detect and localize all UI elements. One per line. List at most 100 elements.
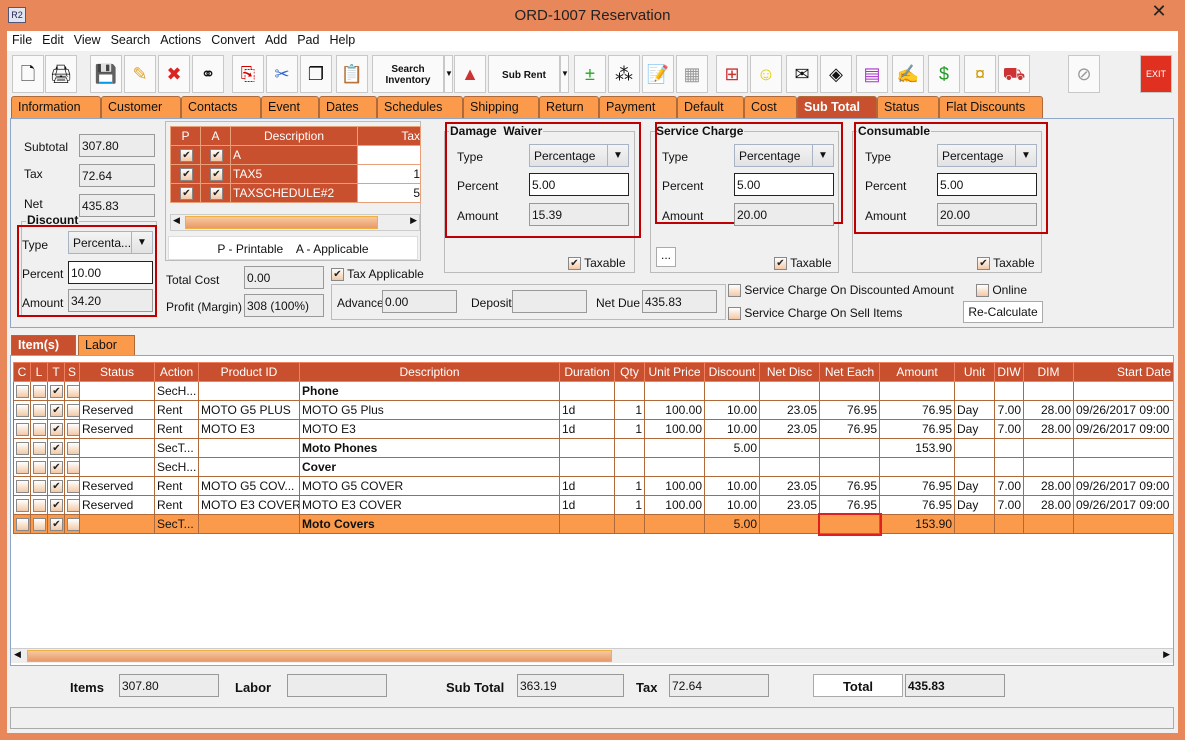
row-checkbox-l[interactable] — [30, 495, 48, 515]
cell-unit[interactable]: Day — [954, 400, 995, 420]
cell-action[interactable]: Rent — [154, 476, 199, 496]
menu-file[interactable]: File — [12, 33, 33, 47]
cell-discount[interactable] — [704, 381, 760, 401]
applicable-checkbox[interactable]: ✔ — [210, 168, 223, 182]
cell-description[interactable]: Cover — [299, 457, 560, 477]
tab-default[interactable]: Default — [677, 96, 744, 118]
cell-dim[interactable] — [1023, 438, 1074, 458]
scroll-thumb[interactable] — [27, 650, 612, 662]
cell-amount[interactable] — [879, 457, 955, 477]
cell-qty[interactable] — [614, 381, 645, 401]
cell-product-id[interactable] — [198, 457, 300, 477]
tab-shipping[interactable]: Shipping — [463, 96, 539, 118]
row-checkbox-t[interactable]: ✔ — [47, 457, 65, 477]
discount-percent-input[interactable]: 10.00 — [68, 261, 153, 284]
cell-amount[interactable]: 153.90 — [879, 438, 955, 458]
eraser-icon[interactable]: ◈ — [820, 55, 852, 93]
row-checkbox-s[interactable] — [64, 438, 80, 458]
checkbox[interactable] — [16, 461, 29, 475]
cell-unit-price[interactable]: 100.00 — [644, 419, 705, 439]
checkbox[interactable] — [67, 480, 79, 494]
checkbox[interactable]: ✔ — [50, 480, 63, 494]
cell-discount[interactable]: 10.00 — [704, 495, 760, 515]
column-header-duration[interactable]: Duration — [559, 362, 615, 382]
tab-labor[interactable]: Labor — [78, 335, 135, 355]
tax-row[interactable]: ✔ ✔ TAX5 1 — [170, 164, 421, 184]
checkbox[interactable] — [16, 423, 29, 437]
stack-icon[interactable]: ▤ — [856, 55, 888, 93]
column-header-description[interactable]: Description — [299, 362, 560, 382]
dw-type-select[interactable]: Percentage ▼ — [529, 144, 629, 167]
table-row[interactable]: ✔ SecT... Moto Covers 5.00 153.90 — [13, 512, 1173, 536]
cell-description[interactable]: MOTO G5 Plus — [299, 400, 560, 420]
cell-diw[interactable] — [994, 438, 1024, 458]
cell-start-date[interactable]: 09/26/2017 09:00 — [1073, 419, 1173, 439]
column-header-product-id[interactable]: Product ID — [198, 362, 300, 382]
checkbox[interactable] — [67, 461, 79, 475]
checkbox[interactable]: ✔ — [50, 385, 63, 399]
cell-discount[interactable] — [704, 457, 760, 477]
table-row[interactable]: ✔ SecH... Phone — [13, 381, 1173, 401]
sub-rent-dropdown[interactable]: ▼ — [560, 55, 569, 93]
checkbox[interactable] — [67, 499, 79, 513]
cell-qty[interactable] — [614, 438, 645, 458]
cell-dim[interactable]: 28.00 — [1023, 419, 1074, 439]
copy-to-document-icon[interactable]: ⎘ — [232, 55, 264, 93]
cell-start-date[interactable]: 09/26/2017 09:00 — [1073, 400, 1173, 420]
cell-diw[interactable] — [994, 457, 1024, 477]
cell-product-id[interactable] — [198, 514, 300, 534]
cell-duration[interactable] — [559, 381, 615, 401]
cell-duration[interactable]: 1d — [559, 476, 615, 496]
row-checkbox-l[interactable] — [30, 381, 48, 401]
cell-duration[interactable] — [559, 457, 615, 477]
column-header-diw[interactable]: DIW — [994, 362, 1024, 382]
cell-unit-price[interactable] — [644, 381, 705, 401]
checkbox[interactable] — [33, 442, 46, 456]
row-checkbox-c[interactable] — [13, 438, 31, 458]
service-charge-taxable-checkbox[interactable]: ✔ Taxable — [774, 256, 832, 271]
cell-status[interactable]: Reserved — [79, 495, 155, 515]
column-header-action[interactable]: Action — [154, 362, 199, 382]
cell-unit-price[interactable]: 100.00 — [644, 400, 705, 420]
cell-unit[interactable] — [954, 457, 995, 477]
cell-action[interactable]: SecH... — [154, 457, 199, 477]
applicable-checkbox[interactable]: ✔ — [210, 187, 223, 201]
items-horizontal-scrollbar[interactable]: ◀ ▶ — [11, 648, 1173, 663]
cell-product-id[interactable]: MOTO G5 COV... — [198, 476, 300, 496]
row-checkbox-s[interactable] — [64, 476, 80, 496]
cell-net-each[interactable]: 76.95 — [819, 476, 880, 496]
cell-amount[interactable]: 76.95 — [879, 476, 955, 496]
row-checkbox-s[interactable] — [64, 495, 80, 515]
service-charge-more-button[interactable]: ... — [656, 247, 676, 267]
cell-status[interactable] — [79, 514, 155, 534]
tab-information[interactable]: Information — [11, 96, 101, 118]
column-header-unit-price[interactable]: Unit Price — [644, 362, 705, 382]
checkbox[interactable]: ✔ — [50, 461, 63, 475]
add-remove-icon[interactable]: ± — [574, 55, 606, 93]
cell-net-each[interactable] — [819, 381, 880, 401]
cell-qty[interactable] — [614, 457, 645, 477]
cell-diw[interactable] — [994, 514, 1024, 534]
close-button[interactable]: ✕ — [1151, 1, 1167, 21]
cell-net-disc[interactable] — [759, 457, 820, 477]
cell-dim[interactable]: 28.00 — [1023, 400, 1074, 420]
printable-checkbox[interactable]: ✔ — [180, 187, 193, 201]
cell-diw[interactable]: 7.00 — [994, 476, 1024, 496]
menu-edit[interactable]: Edit — [42, 33, 64, 47]
checkbox[interactable] — [33, 480, 46, 494]
cell-qty[interactable]: 1 — [614, 400, 645, 420]
tab-customer[interactable]: Customer — [101, 96, 181, 118]
cell-dim[interactable] — [1023, 457, 1074, 477]
copy-icon[interactable]: ❐ — [300, 55, 332, 93]
search-inventory-button[interactable]: Search Inventory — [372, 55, 444, 93]
tax-row[interactable]: ✔ ✔ TAXSCHEDULE#2 5 — [170, 183, 421, 203]
column-header-s[interactable]: S — [64, 362, 80, 382]
cons-percent-input[interactable]: 5.00 — [937, 173, 1037, 196]
balls-icon[interactable]: ⁂ — [608, 55, 640, 93]
tab-contacts[interactable]: Contacts — [181, 96, 261, 118]
column-header-unit[interactable]: Unit — [954, 362, 995, 382]
cell-net-each[interactable] — [817, 512, 882, 536]
checkbox[interactable] — [33, 499, 46, 513]
tab-items[interactable]: Item(s) — [11, 335, 76, 355]
cell-status[interactable] — [79, 457, 155, 477]
